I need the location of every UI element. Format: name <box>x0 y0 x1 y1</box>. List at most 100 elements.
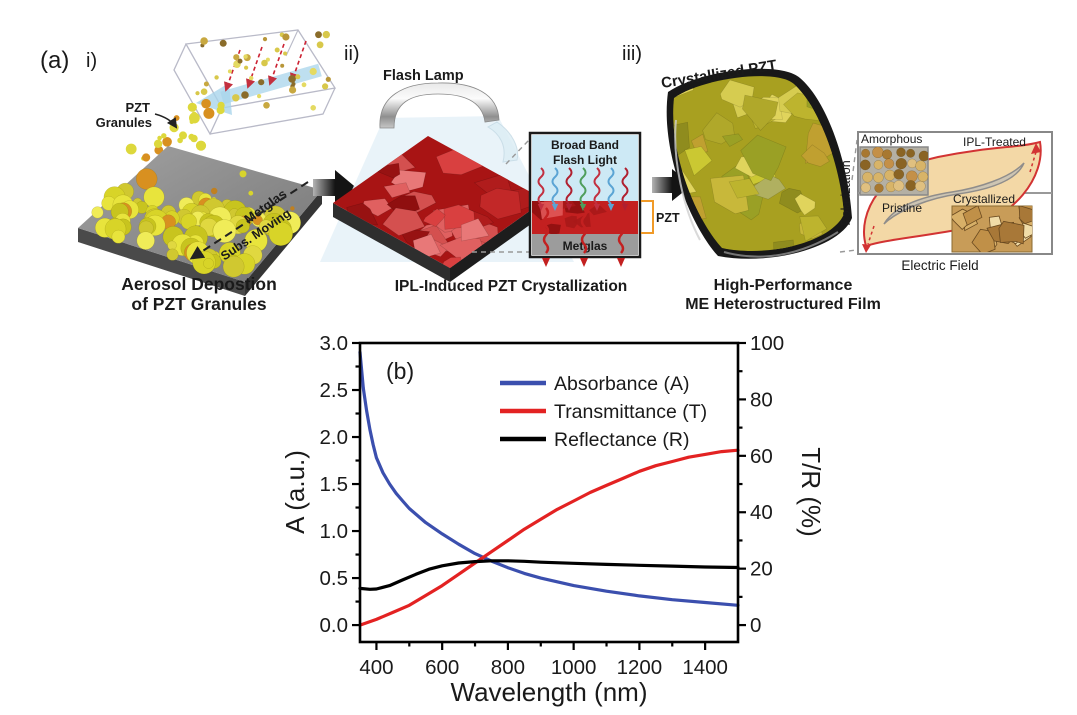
carrier-gas-arrowhead <box>196 83 232 115</box>
falling-granule <box>157 135 162 141</box>
amorphous-granule <box>905 170 918 183</box>
curve-transmittance <box>358 448 740 627</box>
pzt-granule <box>111 229 126 244</box>
amorphous-granule <box>874 183 884 193</box>
granule-dot <box>265 57 270 62</box>
light-wave-head <box>621 204 629 211</box>
amorphous-granule <box>872 147 884 159</box>
granule-dot <box>274 47 280 53</box>
pzt-granule <box>166 248 179 261</box>
granule-dot <box>244 65 249 70</box>
light-wave-head <box>565 204 573 211</box>
granule-dot <box>280 63 285 68</box>
granule-dot <box>315 31 322 39</box>
amorphous-granule <box>918 150 928 162</box>
x-tick-label: 800 <box>491 656 525 679</box>
step-ii-label: ii) <box>344 43 360 65</box>
electric-field-axis-label: Electric Field <box>901 258 978 273</box>
caption-i-line1: Aerosol Depostion <box>121 274 277 294</box>
heat-arrow-head <box>580 258 588 267</box>
x-tick-label: 1200 <box>617 656 663 679</box>
yellow-crystal-facet <box>684 146 713 177</box>
heat-arrow <box>617 207 625 254</box>
crystal-grain <box>1018 206 1032 225</box>
pzt-layer-facet <box>589 203 607 216</box>
pzt-bracket <box>641 200 654 234</box>
granule-dot <box>239 170 247 178</box>
granule-dot <box>248 190 254 196</box>
granule-dot <box>257 94 262 99</box>
amorphous-granule <box>883 158 895 169</box>
inset-ii-border <box>528 131 642 259</box>
y-right-tick-label: 100 <box>750 332 784 355</box>
crystal-grain <box>962 206 983 226</box>
amorphous-granule <box>917 171 928 182</box>
flash-lamp-label: Flash Lamp <box>383 68 464 84</box>
panel-b-chart: 400 600 800 1000 1200 14000.00.51.01.52.02.53… <box>280 332 826 707</box>
granule-dot <box>237 58 243 64</box>
granule-dot <box>195 91 200 96</box>
falling-granule <box>173 115 180 121</box>
amorphous-label: Amorphous <box>861 132 922 146</box>
caption-iii-line1: High-Performance <box>714 277 853 294</box>
crystal-grain <box>998 220 1025 245</box>
pzt-granules-callout: PZT Granules <box>96 100 178 130</box>
amorphous-granule <box>895 157 907 170</box>
y-left-tick-label: 2.5 <box>320 379 349 402</box>
granule-dot <box>243 54 248 59</box>
granule-dot <box>290 206 295 211</box>
yellow-crystal-facet <box>799 215 828 242</box>
falling-granule <box>203 107 215 119</box>
granule-dot <box>263 102 270 109</box>
panel-a-label: (a) <box>40 47 69 74</box>
legend-label: Reflectance (R) <box>554 429 689 451</box>
amorphous-granule <box>915 160 927 172</box>
x-tick-label: 600 <box>425 656 459 679</box>
granule-dot <box>219 39 227 47</box>
legend-label: Absorbance (A) <box>554 373 689 395</box>
caption-i-line2: of PZT Granules <box>131 294 266 314</box>
y-right-tick-label: 20 <box>750 558 773 581</box>
granule-dot <box>200 37 208 45</box>
y-axis-title-right: T/R (%) <box>796 447 826 537</box>
granule-dot <box>241 91 249 99</box>
axis-ticks <box>352 341 746 650</box>
pzt-granule <box>203 258 214 269</box>
amorphous-granule <box>861 148 871 158</box>
pzt-bracket-label: PZT <box>656 211 680 225</box>
polarization-axis-label: Polarization <box>839 160 853 225</box>
pzt-granule <box>222 255 245 278</box>
falling-granule <box>142 153 151 162</box>
light-wave-head <box>579 204 587 211</box>
x-tick-label: 400 <box>359 656 393 679</box>
yellow-crystal-facet <box>742 94 779 131</box>
inset-ii-cross-section: Broad Band Flash Light Metglas PZT <box>528 131 680 267</box>
plot-frame <box>358 341 740 644</box>
granule-dot <box>322 83 329 90</box>
ipl-red-film <box>333 136 545 282</box>
amorphous-granule <box>905 180 917 192</box>
heat-arrows <box>542 207 625 267</box>
granule-dot <box>258 79 265 86</box>
amorphous-granule <box>882 149 893 160</box>
yellow-crystal-facet <box>740 134 787 182</box>
caption-iii-line2: ME Heterostructured Film <box>685 296 881 313</box>
granule-dot <box>211 187 218 195</box>
y-left-tick-label: 0.5 <box>320 567 349 590</box>
panel-a-schematic: Metglas Subs. Moving (a) i) PZT Granules… <box>40 29 1053 314</box>
red-crystal-facet <box>377 162 401 179</box>
yellow-crystal-facet <box>721 133 744 147</box>
callout-arrow <box>154 113 178 129</box>
granule-dot <box>289 86 297 94</box>
caption-ii: IPL-Induced PZT Crystallization <box>395 278 628 295</box>
amorphous-granule <box>893 168 905 180</box>
heat-arrow <box>542 207 550 254</box>
chart-curves <box>358 350 740 627</box>
amorphous-granule <box>873 172 884 183</box>
step-iii-label: iii) <box>622 43 642 65</box>
light-wave-head <box>607 204 615 211</box>
granule-dot <box>316 41 324 49</box>
y-left-tick-label: 2.0 <box>320 426 349 449</box>
pzt-granule <box>268 221 293 246</box>
granule-dot <box>288 75 296 83</box>
